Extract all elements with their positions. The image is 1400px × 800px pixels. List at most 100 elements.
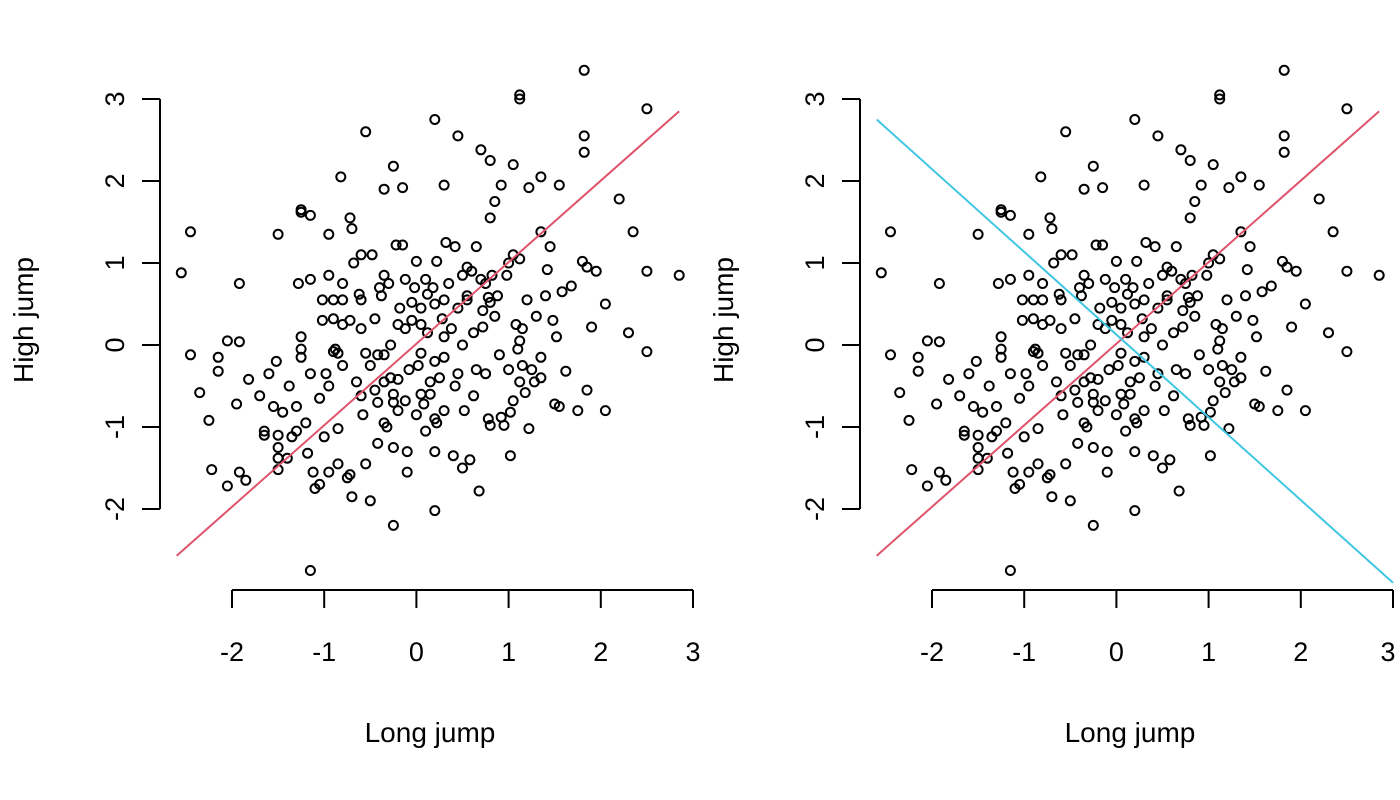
data-point bbox=[970, 355, 982, 367]
data-point bbox=[1000, 417, 1012, 429]
data-point bbox=[436, 313, 448, 325]
data-point bbox=[206, 464, 218, 476]
data-point bbox=[1032, 458, 1044, 470]
data-point bbox=[344, 469, 356, 481]
data-point bbox=[440, 237, 452, 248]
data-point bbox=[1027, 313, 1039, 325]
data-point bbox=[921, 335, 933, 347]
data-point bbox=[1055, 323, 1067, 335]
data-point bbox=[1037, 278, 1049, 289]
data-point bbox=[429, 114, 441, 125]
data-point bbox=[378, 349, 390, 361]
data-point bbox=[912, 365, 924, 377]
data-point bbox=[268, 401, 279, 412]
data-point bbox=[410, 409, 422, 421]
data-point bbox=[314, 478, 326, 490]
data-point bbox=[431, 255, 443, 267]
data-point bbox=[1002, 447, 1014, 459]
data-point bbox=[381, 421, 393, 433]
data-point bbox=[933, 278, 945, 289]
data-point bbox=[1184, 296, 1196, 308]
data-point bbox=[1046, 223, 1058, 235]
data-point bbox=[1214, 376, 1226, 388]
data-point bbox=[355, 294, 367, 306]
data-point bbox=[1129, 355, 1141, 367]
data-point bbox=[355, 249, 367, 261]
data-point bbox=[1157, 339, 1168, 351]
data-point bbox=[1221, 294, 1233, 306]
data-point bbox=[991, 425, 1002, 437]
data-point bbox=[272, 442, 284, 453]
y-tick-label: 3 bbox=[800, 91, 830, 106]
data-point bbox=[504, 406, 516, 418]
data-point bbox=[449, 241, 461, 253]
data-point bbox=[1207, 159, 1219, 171]
data-point bbox=[323, 269, 335, 281]
data-point bbox=[292, 278, 304, 289]
data-point bbox=[1018, 431, 1030, 443]
data-point bbox=[641, 103, 653, 115]
data-point bbox=[233, 278, 245, 289]
data-point bbox=[1014, 478, 1026, 490]
y-axis-title-right: High jump bbox=[708, 257, 739, 383]
data-point bbox=[501, 269, 513, 281]
data-point bbox=[1020, 368, 1032, 380]
data-point bbox=[418, 398, 430, 410]
data-point bbox=[535, 226, 547, 238]
data-point bbox=[972, 452, 984, 464]
data-point bbox=[457, 269, 468, 281]
data-point bbox=[1253, 179, 1265, 191]
data-point bbox=[484, 296, 496, 308]
data-point bbox=[1085, 372, 1097, 384]
data-point bbox=[194, 387, 206, 399]
data-point bbox=[1122, 327, 1133, 339]
x-tick-label: -2 bbox=[220, 637, 244, 667]
data-point bbox=[438, 351, 450, 363]
data-point bbox=[1214, 253, 1226, 265]
data-point bbox=[1087, 442, 1099, 453]
data-point bbox=[401, 466, 413, 478]
data-point bbox=[258, 425, 270, 437]
data-point bbox=[516, 323, 528, 335]
x-axis-right: -2 -1 0 1 2 3 bbox=[920, 589, 1396, 667]
data-point bbox=[323, 228, 335, 240]
data-point bbox=[1170, 364, 1182, 376]
data-point bbox=[233, 466, 245, 478]
data-point bbox=[1078, 269, 1090, 281]
y-tick-label: 0 bbox=[100, 337, 130, 352]
data-point bbox=[438, 179, 450, 191]
data-point bbox=[1118, 398, 1130, 410]
data-point bbox=[1173, 485, 1185, 497]
data-point bbox=[1240, 290, 1251, 302]
data-point bbox=[954, 390, 966, 402]
data-point bbox=[468, 390, 480, 402]
data-point bbox=[470, 241, 482, 253]
data-point bbox=[399, 395, 411, 407]
data-point bbox=[498, 419, 510, 431]
data-point bbox=[894, 387, 906, 399]
data-point bbox=[535, 171, 547, 183]
data-point bbox=[1069, 313, 1081, 325]
data-point bbox=[295, 351, 307, 363]
data-point bbox=[281, 452, 293, 464]
data-point bbox=[283, 380, 295, 392]
data-point bbox=[535, 372, 547, 384]
data-point bbox=[318, 431, 330, 443]
data-point bbox=[1184, 419, 1196, 431]
data-point bbox=[1120, 273, 1132, 285]
data-point bbox=[332, 347, 344, 359]
data-point bbox=[457, 462, 468, 474]
data-point bbox=[1032, 347, 1044, 359]
data-point bbox=[503, 257, 515, 269]
fit-line-red bbox=[876, 110, 1380, 557]
data-point bbox=[369, 313, 381, 325]
data-point bbox=[1241, 264, 1253, 276]
x-tick-label: 3 bbox=[685, 637, 700, 667]
data-point bbox=[327, 313, 339, 325]
data-point bbox=[1103, 364, 1115, 376]
data-point bbox=[1055, 294, 1067, 306]
data-point bbox=[185, 226, 196, 238]
data-point bbox=[1060, 126, 1072, 138]
data-point bbox=[480, 278, 492, 289]
data-point bbox=[1272, 405, 1284, 417]
